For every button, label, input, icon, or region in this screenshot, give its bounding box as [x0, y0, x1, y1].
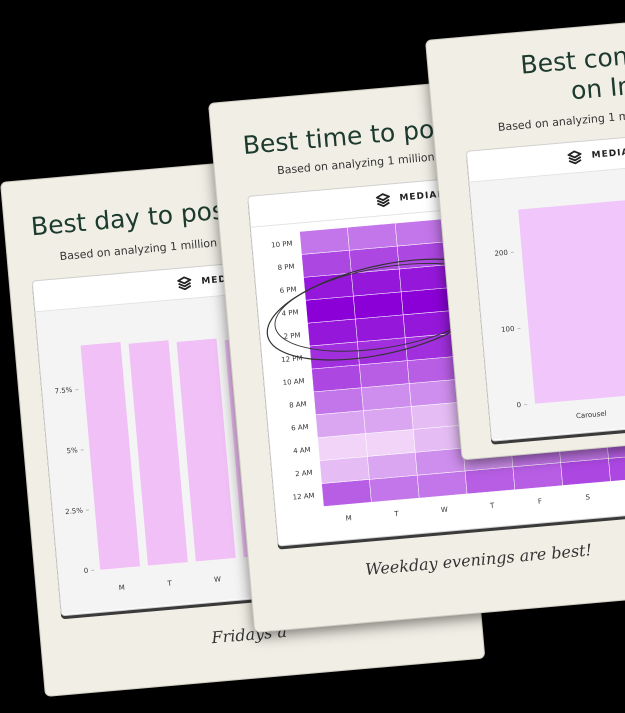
chart: 0 100 200 Carousel	[469, 146, 625, 440]
y-tick-label: 6 PM	[279, 286, 297, 295]
heat-cell	[416, 470, 468, 499]
heat-cell	[414, 447, 466, 476]
y-tick-label: 0	[516, 401, 521, 409]
card-title: Best day to pos	[29, 195, 227, 242]
x-tick-label: T	[393, 510, 400, 518]
card: Best cont on Ins Based on analyzing 1 mi…	[425, 1, 625, 461]
x-tick-label: S	[585, 493, 591, 501]
heat-cell	[299, 227, 350, 255]
icon	[176, 276, 193, 291]
card-footer: Weekday evenings are best!	[364, 540, 593, 580]
y-tick-label: 8 AM	[289, 400, 307, 409]
chart-header: MEDIA	[466, 115, 625, 183]
x-tick-label: Carousel	[576, 410, 607, 421]
heat-cell	[367, 451, 418, 480]
heat-cell	[363, 406, 414, 434]
chart-panel: MEDIA 0 100 200 Carousel	[465, 114, 625, 442]
heat-cell	[464, 466, 516, 495]
heat-cell	[560, 458, 611, 486]
x-tick-label: W	[214, 575, 222, 584]
bar	[128, 340, 188, 566]
y-tick-label: 12 AM	[292, 492, 315, 502]
y-tick-label: 0	[83, 567, 88, 575]
card-subtitle: Based on analyzing 1 million s	[497, 106, 625, 134]
heat-cell	[394, 218, 446, 247]
card-title: on Ins	[569, 69, 625, 106]
heat-cell	[410, 401, 462, 430]
y-tick-label: 2 PM	[283, 331, 301, 340]
chart-header-text: MEDIA	[591, 147, 625, 161]
chart-header: MEDIAN ENGAGEM	[32, 244, 454, 313]
y-tick-label: 4 PM	[281, 308, 299, 317]
x-tick-label: F	[538, 497, 543, 505]
x-tick-label: M	[345, 514, 352, 522]
heat-cell	[412, 424, 464, 453]
x-tick-label: T	[166, 580, 173, 588]
y-tick-label: 2 AM	[295, 469, 313, 478]
heat-cell	[317, 433, 368, 461]
y-tick-label: 10 PM	[271, 240, 293, 250]
y-tick-label: 7.5%	[54, 386, 73, 396]
heat-cell	[313, 387, 364, 416]
heat-cell	[512, 462, 563, 490]
heat-cell	[361, 383, 412, 411]
bar	[176, 338, 236, 562]
heat-cell	[365, 429, 416, 457]
heat-cell	[319, 456, 370, 484]
chart-header: MEDIAN ENGAGEMENT R	[248, 160, 625, 228]
y-tick-label: 12 PM	[281, 354, 303, 364]
heat-cell	[347, 222, 398, 251]
icon	[567, 150, 583, 165]
y-tick-label: 10 AM	[282, 377, 305, 387]
x-tick-label: T	[489, 502, 496, 510]
y-tick-label: 6 AM	[291, 423, 309, 432]
heat-cell	[315, 410, 366, 438]
bar	[80, 342, 141, 570]
x-tick-label: M	[118, 584, 125, 592]
icon	[375, 193, 391, 208]
y-tick-label: 200	[494, 249, 508, 258]
y-tick-label: 8 PM	[277, 263, 295, 272]
heat-cell	[608, 453, 625, 482]
y-tick-label: 100	[501, 325, 515, 334]
heat-cell	[408, 379, 460, 407]
y-tick-label: 5%	[66, 446, 78, 455]
heat-cell	[321, 479, 372, 507]
bar	[518, 200, 625, 404]
heat-cell	[369, 474, 420, 503]
y-tick-label: 4 AM	[293, 446, 311, 455]
y-tick-label: 2.5%	[65, 507, 84, 517]
x-tick-label: W	[441, 506, 449, 515]
